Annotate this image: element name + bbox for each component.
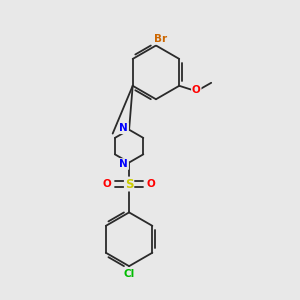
- Text: Br: Br: [154, 34, 167, 44]
- Text: N: N: [119, 159, 128, 169]
- Text: Cl: Cl: [124, 268, 135, 279]
- Text: S: S: [125, 178, 133, 190]
- Text: N: N: [119, 123, 128, 133]
- Text: O: O: [103, 179, 111, 189]
- Text: O: O: [192, 85, 201, 95]
- Text: O: O: [147, 179, 156, 189]
